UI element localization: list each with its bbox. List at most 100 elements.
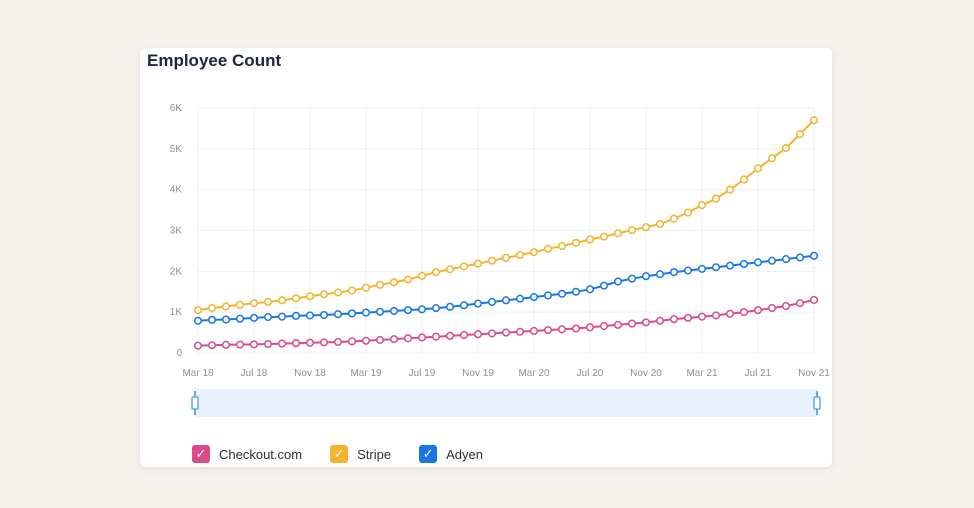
- data-point-checkout-com: [543, 326, 553, 335]
- data-point-stripe: [711, 194, 721, 203]
- range-handle-left-grip: [191, 396, 199, 410]
- data-point-adyen: [221, 315, 231, 324]
- data-point-checkout-com: [571, 324, 581, 333]
- data-point-adyen: [641, 272, 651, 281]
- data-point-stripe: [599, 232, 609, 241]
- data-point-stripe: [445, 265, 455, 274]
- data-point-checkout-com: [781, 301, 791, 311]
- y-tick-label: 4K: [170, 185, 183, 196]
- data-point-adyen: [487, 297, 497, 307]
- data-point-checkout-com: [613, 320, 623, 329]
- legend-checkbox[interactable]: ✓: [330, 445, 349, 463]
- data-point-stripe: [739, 175, 749, 184]
- data-point-checkout-com: [725, 309, 735, 318]
- data-point-stripe: [235, 300, 245, 309]
- data-point-stripe: [375, 280, 385, 289]
- data-point-checkout-com: [235, 340, 245, 349]
- data-point-adyen: [571, 287, 581, 296]
- data-point-checkout-com: [473, 330, 483, 339]
- data-point-checkout-com: [795, 299, 805, 308]
- data-point-stripe: [585, 235, 595, 244]
- data-point-stripe: [333, 288, 343, 297]
- data-point-adyen: [207, 315, 217, 324]
- data-point-stripe: [277, 296, 287, 305]
- data-point-checkout-com: [445, 331, 455, 340]
- range-selector-band: [195, 389, 817, 417]
- data-point-checkout-com: [333, 337, 343, 347]
- data-point-checkout-com: [193, 341, 203, 350]
- x-tick-label: Nov 18: [294, 368, 326, 379]
- data-point-adyen: [249, 313, 259, 322]
- data-point-stripe: [725, 185, 735, 194]
- data-point-checkout-com: [263, 339, 273, 349]
- data-point-adyen: [739, 259, 749, 269]
- data-point-adyen: [697, 264, 707, 273]
- data-point-adyen: [417, 305, 427, 314]
- data-point-checkout-com: [739, 308, 749, 317]
- y-tick-label: 6K: [170, 103, 183, 114]
- data-point-stripe: [767, 154, 777, 163]
- data-point-adyen: [235, 314, 245, 323]
- data-point-stripe: [263, 297, 273, 307]
- data-point-adyen: [193, 316, 203, 325]
- data-point-adyen: [375, 307, 385, 316]
- x-tick-label: Jul 18: [241, 368, 268, 379]
- legend-label: Checkout.com: [219, 446, 303, 462]
- data-point-adyen: [291, 311, 301, 320]
- data-point-stripe: [347, 286, 357, 295]
- data-point-stripe: [571, 238, 581, 247]
- data-point-adyen: [795, 253, 805, 262]
- data-point-adyen: [669, 268, 679, 277]
- data-point-checkout-com: [375, 335, 385, 344]
- data-point-checkout-com: [361, 336, 371, 345]
- data-point-stripe: [249, 299, 259, 308]
- legend-item-adyen[interactable]: ✓ Adyen: [419, 445, 483, 463]
- data-point-checkout-com: [305, 338, 315, 347]
- legend-item-checkout-com[interactable]: ✓ Checkout.com: [192, 445, 302, 463]
- data-point-stripe: [683, 208, 693, 217]
- data-point-checkout-com: [585, 323, 595, 332]
- data-point-stripe: [753, 164, 763, 173]
- x-tick-label: Jul 19: [409, 368, 436, 379]
- legend-item-stripe[interactable]: ✓ Stripe: [330, 445, 391, 463]
- data-point-checkout-com: [753, 306, 763, 315]
- y-tick-label: 0: [176, 348, 182, 359]
- data-point-stripe: [529, 248, 539, 257]
- data-point-adyen: [347, 309, 357, 318]
- data-point-adyen: [599, 281, 609, 290]
- data-point-adyen: [361, 308, 371, 317]
- data-point-adyen: [557, 289, 567, 298]
- data-point-checkout-com: [669, 315, 679, 324]
- y-tick-label: 5K: [170, 144, 183, 155]
- data-point-checkout-com: [277, 339, 287, 348]
- chart-card: Employee Count 0 1K 2K 3K 4K 5K 6K Mar 18 Jul 18…: [140, 48, 832, 467]
- data-point-checkout-com: [403, 334, 413, 343]
- data-point-adyen: [543, 291, 553, 300]
- data-point-adyen: [459, 301, 469, 310]
- legend-checkbox[interactable]: ✓: [192, 445, 210, 463]
- data-point-adyen: [431, 304, 441, 313]
- data-point-stripe: [487, 256, 497, 265]
- data-point-checkout-com: [487, 329, 497, 338]
- data-point-stripe: [641, 223, 651, 232]
- data-point-adyen: [655, 270, 665, 279]
- y-tick-label: 2K: [170, 266, 183, 277]
- data-point-adyen: [627, 274, 637, 283]
- data-point-checkout-com: [683, 313, 693, 322]
- data-point-stripe: [403, 275, 413, 284]
- data-point-checkout-com: [529, 326, 539, 336]
- data-point-stripe: [515, 250, 525, 260]
- data-point-stripe: [291, 294, 301, 303]
- data-point-stripe: [473, 259, 483, 268]
- data-point-stripe: [207, 304, 217, 313]
- legend-label: Adyen: [446, 446, 483, 462]
- data-point-adyen: [725, 261, 735, 270]
- data-point-stripe: [669, 214, 679, 223]
- data-point-adyen: [711, 263, 721, 272]
- data-point-adyen: [333, 310, 343, 319]
- data-point-stripe: [305, 292, 315, 301]
- data-point-stripe: [193, 306, 203, 315]
- legend-checkbox[interactable]: ✓: [419, 445, 438, 463]
- checkmark-icon: ✓: [195, 446, 207, 462]
- x-tick-label: Nov 19: [462, 368, 494, 379]
